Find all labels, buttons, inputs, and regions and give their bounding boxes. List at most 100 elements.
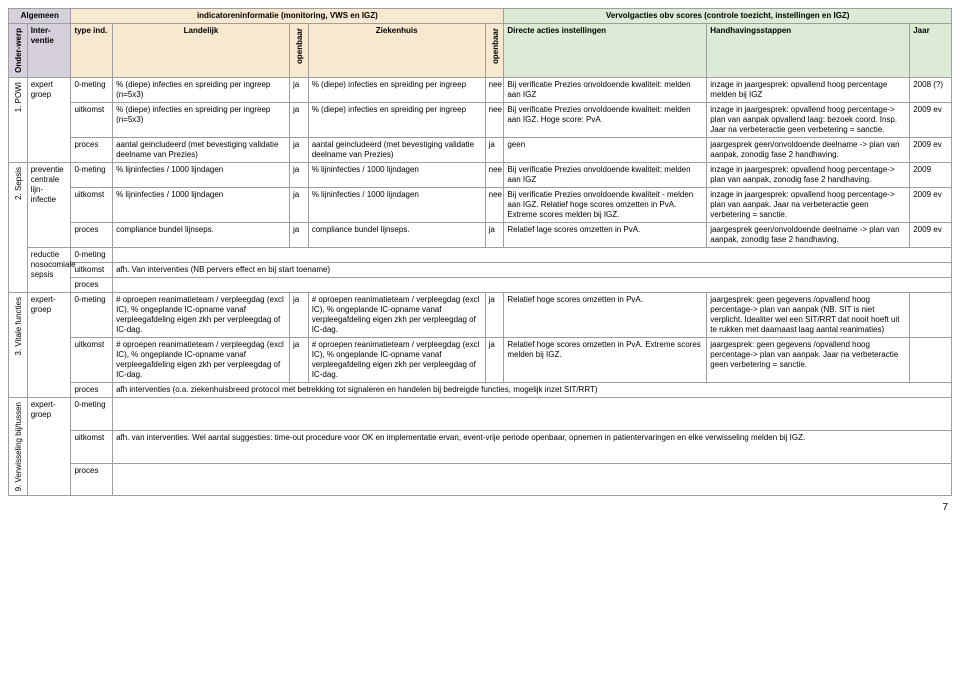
span-cell: afh. van interventies. Wel aantal sugges…	[113, 430, 952, 463]
landelijk-cell: # oproepen reanimatieteam / verpleegdag …	[113, 292, 290, 337]
interventie-cell: expert-groep	[27, 397, 71, 495]
table-row: uitkomst % lijninfecties / 1000 lijndage…	[9, 187, 952, 222]
hdr-vervolg: Vervolgacties obv scores (controle toezi…	[504, 9, 952, 24]
jaar-cell	[910, 292, 952, 337]
span-cell	[113, 247, 952, 262]
landelijk-cell: % (diepe) infecties en spreiding per ing…	[113, 77, 290, 102]
col-handhaving: Handhavingsstappen	[707, 24, 910, 78]
directe-cell: Bij verificatie Prezies onvoldoende kwal…	[504, 102, 707, 137]
open1-cell: ja	[289, 337, 308, 382]
col-onderwerp: Onder-werp	[9, 24, 28, 78]
typeind-cell: 0-meting	[71, 77, 113, 102]
open2-cell: ja	[485, 222, 504, 247]
onderwerp-powi: 1. POWI	[9, 77, 28, 162]
typeind-cell: proces	[71, 277, 113, 292]
open1-cell: ja	[289, 102, 308, 137]
ziekenhuis-cell: % (diepe) infecties en spreiding per ing…	[308, 102, 485, 137]
ziekenhuis-cell: # oproepen reanimatieteam / verpleegdag …	[308, 337, 485, 382]
table-row: 1. POWI expert groep 0-meting % (diepe) …	[9, 77, 952, 102]
open1-cell: ja	[289, 292, 308, 337]
table-row: uitkomst afh. Van interventies (NB perve…	[9, 262, 952, 277]
open2-cell: ja	[485, 337, 504, 382]
ziekenhuis-cell: % (diepe) infecties en spreiding per ing…	[308, 77, 485, 102]
ziekenhuis-cell: compliance bundel lijnseps.	[308, 222, 485, 247]
ziekenhuis-cell: # oproepen reanimatieteam / verpleegdag …	[308, 292, 485, 337]
open2-cell: nee	[485, 77, 504, 102]
typeind-cell: uitkomst	[71, 337, 113, 382]
handhaving-cell: inzage in jaargesprek: opvallend hoog pe…	[707, 102, 910, 137]
col-ziekenhuis: Ziekenhuis	[308, 24, 485, 78]
open1-cell: ja	[289, 162, 308, 187]
interventie-cell: expert-groep	[27, 292, 71, 397]
landelijk-cell: % lijninfecties / 1000 lijndagen	[113, 187, 290, 222]
ziekenhuis-cell: % lijninfecties / 1000 lijndagen	[308, 162, 485, 187]
typeind-cell: 0-meting	[71, 247, 113, 262]
open1-cell: ja	[289, 77, 308, 102]
directe-cell: Relatief hoge scores omzetten in PvA.	[504, 292, 707, 337]
table-row: proces	[9, 277, 952, 292]
typeind-cell: proces	[71, 463, 113, 496]
page-number: 7	[8, 502, 952, 513]
onderwerp-vitale: 3. Vitale functies	[9, 292, 28, 397]
span-cell: afh. Van interventies (NB pervers effect…	[113, 262, 952, 277]
hdr-indicator: indicatoreninformatie (monitoring, VWS e…	[71, 9, 504, 24]
interventie-cell: reductie nosocomiale sepsis	[27, 247, 71, 292]
typeind-cell: 0-meting	[71, 397, 113, 430]
handhaving-cell: inzage in jaargesprek: opvallend hoog pe…	[707, 187, 910, 222]
open1-cell: ja	[289, 222, 308, 247]
span-cell: afh interventies (o.a. ziekenhuisbreed p…	[113, 382, 952, 397]
directe-cell: Relatief lage scores omzetten in PvA.	[504, 222, 707, 247]
typeind-cell: uitkomst	[71, 187, 113, 222]
jaar-cell: 2009 ev	[910, 137, 952, 162]
handhaving-cell: jaargesprek geen/onvoldoende deelname ->…	[707, 222, 910, 247]
landelijk-cell: compliance bundel lijnseps.	[113, 222, 290, 247]
table-row: 9. Verwisseling bij/tussen expert-groep …	[9, 397, 952, 430]
table-row: proces afh interventies (o.a. ziekenhuis…	[9, 382, 952, 397]
handhaving-cell: inzage in jaargesprek: opvallend hoog pe…	[707, 162, 910, 187]
typeind-cell: uitkomst	[71, 102, 113, 137]
interventie-cell: expert groep	[27, 77, 71, 162]
open2-cell: nee	[485, 162, 504, 187]
typeind-cell: 0-meting	[71, 292, 113, 337]
typeind-cell: 0-meting	[71, 162, 113, 187]
directe-cell: Relatief hoge scores omzetten in PvA. Ex…	[504, 337, 707, 382]
col-landelijk: Landelijk	[113, 24, 290, 78]
handhaving-cell: jaargesprek: geen gegevens /opvallend ho…	[707, 337, 910, 382]
landelijk-cell: % (diepe) infecties en spreiding per ing…	[113, 102, 290, 137]
table-row: 3. Vitale functies expert-groep 0-meting…	[9, 292, 952, 337]
open2-cell: ja	[485, 137, 504, 162]
typeind-cell: proces	[71, 222, 113, 247]
col-openbaar2: openbaar	[485, 24, 504, 78]
col-openbaar1: openbaar	[289, 24, 308, 78]
open1-cell: ja	[289, 137, 308, 162]
open2-cell: nee	[485, 102, 504, 137]
ziekenhuis-cell: aantal geincludeerd (met bevestiging val…	[308, 137, 485, 162]
table-row: uitkomst afh. van interventies. Wel aant…	[9, 430, 952, 463]
table-body: 1. POWI expert groep 0-meting % (diepe) …	[9, 77, 952, 495]
table-row: uitkomst # oproepen reanimatieteam / ver…	[9, 337, 952, 382]
table-row: uitkomst % (diepe) infecties en spreidin…	[9, 102, 952, 137]
jaar-cell: 2009 ev	[910, 222, 952, 247]
col-typeind: type ind.	[71, 24, 113, 78]
span-cell	[113, 277, 952, 292]
typeind-cell: uitkomst	[71, 262, 113, 277]
open2-cell: nee	[485, 187, 504, 222]
header-row-2: Onder-werp Inter-ventie type ind. Landel…	[9, 24, 952, 78]
ziekenhuis-cell: % lijninfecties / 1000 lijndagen	[308, 187, 485, 222]
col-directe: Directe acties instellingen	[504, 24, 707, 78]
directe-cell: Bij verificatie Prezies onvoldoende kwal…	[504, 77, 707, 102]
handhaving-cell: inzage in jaargesprek: opvallend hoog pe…	[707, 77, 910, 102]
typeind-cell: uitkomst	[71, 430, 113, 463]
directe-cell: Bij verificatie Prezies onvoldoende kwal…	[504, 187, 707, 222]
jaar-cell: 2009 ev	[910, 102, 952, 137]
onderwerp-verwisseling: 9. Verwisseling bij/tussen	[9, 397, 28, 495]
jaar-cell: 2008 (?)	[910, 77, 952, 102]
open1-cell: ja	[289, 187, 308, 222]
hdr-algemeen: Algemeen	[9, 9, 71, 24]
span-cell	[113, 397, 952, 430]
jaar-cell: 2009 ev	[910, 187, 952, 222]
interventie-cell: preventie centrale lijn-infectie	[27, 162, 71, 247]
col-jaar: Jaar	[910, 24, 952, 78]
onderwerp-sepsis: 2. Sepsis	[9, 162, 28, 292]
table-row: proces compliance bundel lijnseps. ja co…	[9, 222, 952, 247]
